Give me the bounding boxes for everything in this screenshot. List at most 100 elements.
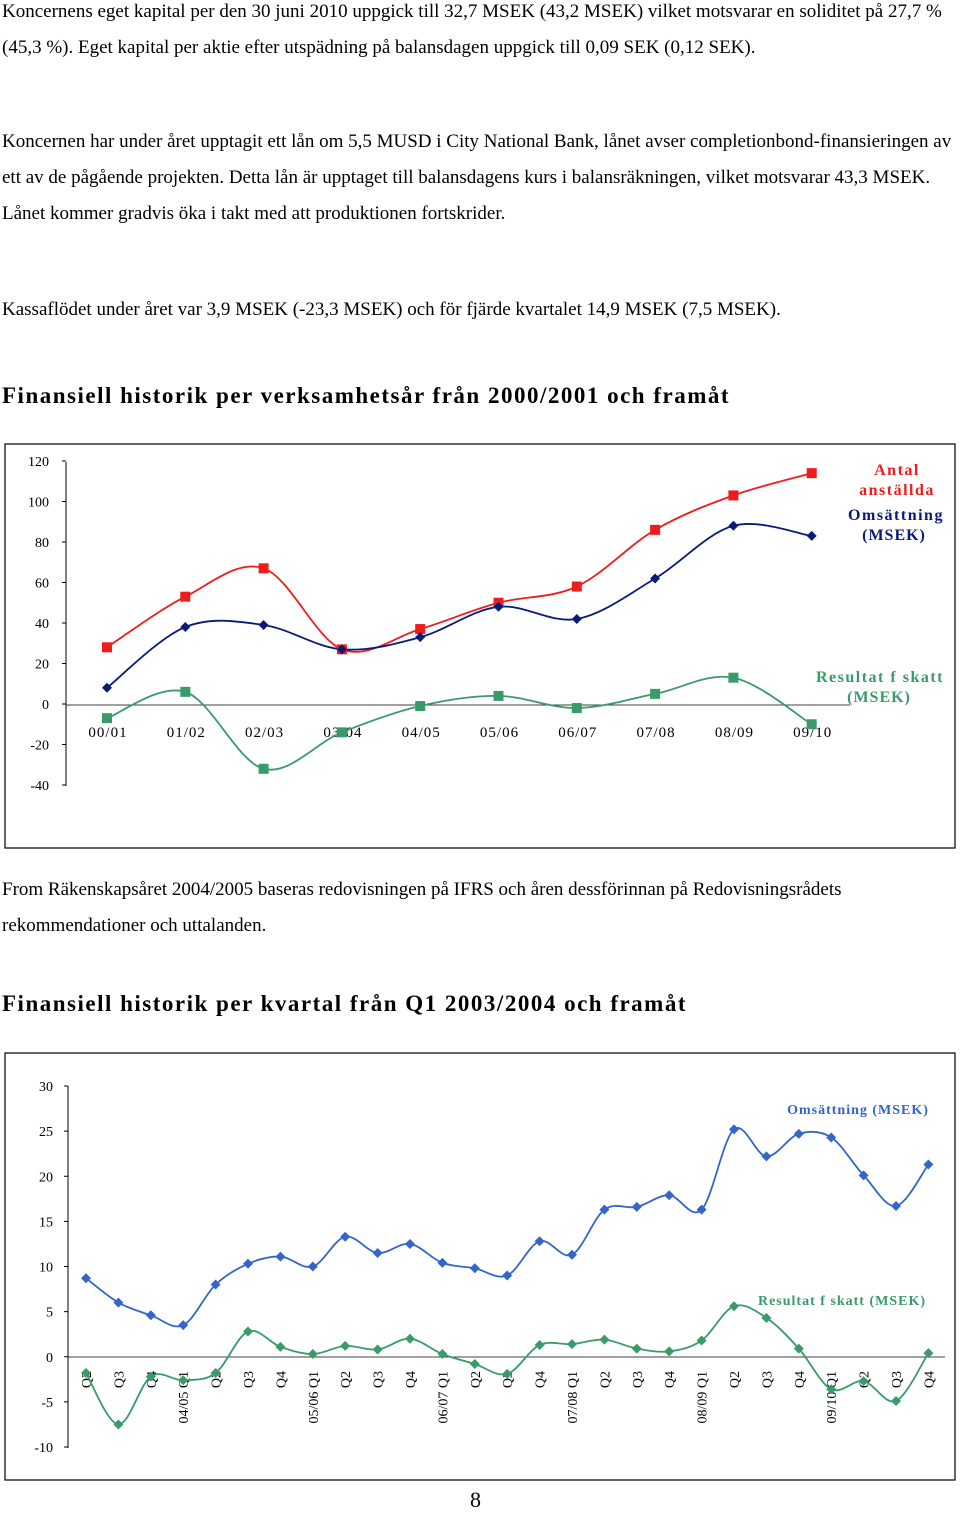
data-point-series-0 <box>567 1249 577 1260</box>
data-point-series-0 <box>891 1201 901 1212</box>
y-tick-label: 100 <box>28 496 49 511</box>
data-point-series-1 <box>696 1335 707 1346</box>
y-tick-label: -20 <box>30 739 49 754</box>
data-point-series-2 <box>102 713 112 724</box>
category-label: Q2 <box>598 1371 613 1388</box>
category-label: 05/06 <box>480 725 519 741</box>
category-label: Q4 <box>274 1371 289 1388</box>
data-point-series-0 <box>469 1263 480 1274</box>
category-label: 08/09 <box>715 725 754 741</box>
legend-revenue-line1: Omsättning <box>848 507 944 524</box>
data-point-series-1 <box>793 1343 804 1354</box>
series-line-1 <box>106 523 812 689</box>
chart-frame <box>4 443 956 849</box>
y-tick-label: 80 <box>35 536 49 551</box>
data-point-series-1 <box>258 620 269 631</box>
paragraph-equity: Koncernens eget kapital per den 30 juni … <box>2 1 942 58</box>
data-point-series-1 <box>102 682 112 693</box>
data-point-series-1 <box>729 1301 739 1312</box>
data-point-series-1 <box>571 613 582 624</box>
data-point-series-2 <box>415 701 426 712</box>
category-label: Q4 <box>922 1371 937 1388</box>
category-label: 05/06 Q1 <box>307 1371 322 1424</box>
data-point-series-0 <box>534 1236 545 1247</box>
category-label: Q4 <box>793 1371 808 1388</box>
series-line-0 <box>106 472 812 653</box>
y-tick-label: 25 <box>39 1125 53 1140</box>
data-point-series-0 <box>180 591 191 602</box>
y-tick-label: 10 <box>39 1261 53 1276</box>
category-label: Q3 <box>112 1371 127 1388</box>
legend-employees-line2: anställda <box>859 482 935 499</box>
category-label: Q4 <box>534 1371 549 1388</box>
data-point-series-2 <box>806 719 817 730</box>
category-label: 01/02 <box>167 725 206 741</box>
category-label: Q3 <box>760 1371 775 1388</box>
data-point-series-1 <box>469 1358 480 1369</box>
data-point-series-0 <box>258 563 269 574</box>
data-point-series-1 <box>493 601 504 612</box>
y-tick-label: 20 <box>39 1170 53 1185</box>
data-point-series-1 <box>502 1368 513 1379</box>
data-point-series-2 <box>336 727 347 738</box>
data-point-series-0 <box>631 1201 642 1212</box>
category-label: 02/03 <box>245 725 284 741</box>
category-label: Q3 <box>631 1371 646 1388</box>
y-tick-label: -40 <box>30 779 49 794</box>
data-point-series-0 <box>340 1231 351 1242</box>
data-point-series-1 <box>858 1376 869 1387</box>
chart-frame <box>4 1052 956 1481</box>
legend-result-line2: (MSEK) <box>847 689 911 706</box>
data-point-series-0 <box>145 1310 156 1321</box>
data-point-series-0 <box>806 468 817 479</box>
category-label: 09/10 <box>793 725 832 741</box>
data-point-series-0 <box>599 1204 610 1215</box>
category-label: 07/08 Q1 <box>566 1371 581 1424</box>
y-tick-label: 0 <box>46 1351 53 1366</box>
data-point-series-1 <box>599 1334 610 1345</box>
series-line-2 <box>106 675 813 771</box>
heading-quarterly-history: Finansiell historik per kvartal från Q1 … <box>2 991 688 1016</box>
y-tick-label: -5 <box>41 1396 53 1411</box>
category-label: Q2 <box>339 1371 354 1388</box>
data-point-series-2 <box>650 688 661 699</box>
data-point-series-0 <box>664 1190 675 1201</box>
y-tick-label: -10 <box>34 1441 53 1456</box>
data-point-series-1 <box>372 1344 383 1355</box>
data-point-series-1 <box>664 1346 675 1357</box>
category-label: 04/05 Q1 <box>177 1371 192 1424</box>
data-point-series-1 <box>336 644 347 655</box>
y-tick-label: 15 <box>39 1215 53 1230</box>
data-point-series-1 <box>567 1339 577 1350</box>
legend-revenue-line2: (MSEK) <box>862 527 926 544</box>
data-point-series-0 <box>243 1258 253 1269</box>
paragraph-ifrs-note: From Räkenskapsåret 2004/2005 baseras re… <box>2 879 842 936</box>
data-point-series-1 <box>405 1333 415 1344</box>
data-point-series-1 <box>180 622 191 633</box>
series-label-revenue: Omsättning (MSEK) <box>787 1103 929 1118</box>
data-point-series-0 <box>696 1204 707 1215</box>
y-tick-label: 60 <box>35 577 49 592</box>
data-point-series-0 <box>307 1261 318 1272</box>
data-point-series-0 <box>405 1238 415 1249</box>
paragraph-cashflow: Kassaflödet under året var 3,9 MSEK (-23… <box>2 299 781 320</box>
data-point-series-1 <box>826 1384 837 1395</box>
data-point-series-0 <box>437 1257 448 1268</box>
data-point-series-2 <box>571 703 582 714</box>
paragraph-loan: Koncernen har under året upptagit ett lå… <box>2 131 952 224</box>
data-point-series-1 <box>437 1349 448 1360</box>
category-label: Q4 <box>663 1371 678 1388</box>
y-tick-label: 0 <box>42 698 49 713</box>
data-point-series-0 <box>102 642 112 653</box>
y-tick-label: 40 <box>35 617 49 632</box>
data-point-series-0 <box>81 1273 91 1284</box>
data-point-series-2 <box>728 672 739 683</box>
category-label: Q4 <box>404 1371 419 1388</box>
data-point-series-1 <box>415 632 426 643</box>
data-point-series-1 <box>534 1340 545 1351</box>
y-tick-label: 30 <box>39 1080 53 1095</box>
data-point-series-0 <box>210 1279 221 1290</box>
data-point-series-1 <box>340 1340 351 1351</box>
category-label: 06/07 <box>558 725 597 741</box>
